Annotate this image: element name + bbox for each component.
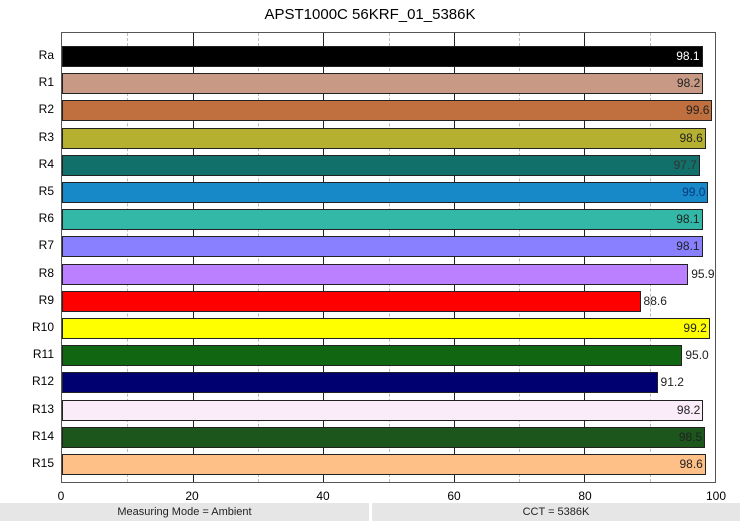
value-label: 98.2 bbox=[676, 76, 701, 91]
x-tick-label: 0 bbox=[57, 489, 65, 503]
value-label: 98.1 bbox=[676, 212, 700, 227]
chart-title: APST1000C 56KRF_01_5386K bbox=[264, 6, 476, 23]
y-label: R4 bbox=[38, 156, 54, 171]
cct-status: CCT = 5386K bbox=[372, 503, 740, 521]
y-label: R15 bbox=[31, 456, 54, 470]
y-label: R1 bbox=[38, 75, 54, 90]
bar-r4 bbox=[62, 154, 700, 176]
gridline bbox=[257, 33, 259, 482]
value-label: 98.1 bbox=[676, 49, 700, 63]
bar-r14 bbox=[62, 426, 706, 448]
y-label: R6 bbox=[38, 211, 54, 226]
gridline bbox=[192, 33, 194, 482]
value-label: 99.2 bbox=[683, 321, 707, 335]
value-label: 97.7 bbox=[673, 157, 697, 172]
bar-ra bbox=[62, 46, 703, 67]
gridline bbox=[649, 33, 651, 482]
x-tick-label: 20 bbox=[185, 489, 199, 503]
y-label: R8 bbox=[38, 265, 54, 280]
gridline bbox=[453, 33, 455, 482]
y-label: R2 bbox=[38, 102, 54, 117]
gridline bbox=[388, 33, 390, 482]
bar-r15 bbox=[62, 454, 706, 475]
value-label: 98.5 bbox=[678, 429, 703, 444]
y-label: R12 bbox=[31, 374, 54, 389]
x-tick-label: 100 bbox=[705, 489, 727, 503]
y-label: R7 bbox=[38, 238, 54, 253]
bar-r9 bbox=[62, 290, 641, 312]
plot-area: 98.1 98.2 99.6 98.6 97.7 99.0 98.1 98.1 95.9 88.6… bbox=[61, 32, 716, 483]
value-label: 98.6 bbox=[679, 130, 703, 145]
bar-r12 bbox=[62, 372, 658, 394]
y-label: R3 bbox=[38, 129, 54, 144]
gridline bbox=[127, 33, 129, 482]
x-tick-label: 60 bbox=[447, 489, 461, 503]
bar-r1 bbox=[62, 73, 704, 95]
value-label: 95.0 bbox=[685, 348, 709, 363]
y-label: R5 bbox=[38, 184, 54, 198]
y-label: R9 bbox=[38, 292, 54, 307]
bar-r6 bbox=[62, 209, 703, 231]
x-tick-label: 80 bbox=[578, 489, 592, 503]
bar-r10 bbox=[62, 318, 710, 339]
gridline bbox=[519, 33, 521, 482]
y-label: R11 bbox=[32, 347, 54, 362]
value-label: 98.6 bbox=[679, 457, 703, 471]
bar-r5 bbox=[62, 182, 709, 203]
value-label: 91.2 bbox=[660, 375, 684, 390]
bar-r11 bbox=[62, 345, 683, 367]
y-label: R14 bbox=[31, 428, 54, 443]
bar-r8 bbox=[62, 263, 689, 285]
value-label: 99.0 bbox=[682, 185, 706, 199]
value-label: 99.6 bbox=[686, 103, 710, 118]
value-label: 98.1 bbox=[676, 239, 700, 254]
gridline bbox=[323, 33, 325, 482]
x-tick-label: 40 bbox=[316, 489, 330, 503]
y-label: R10 bbox=[31, 320, 54, 334]
y-label: Ra bbox=[38, 48, 54, 62]
value-label: 88.6 bbox=[643, 293, 667, 308]
y-label: R13 bbox=[31, 401, 54, 416]
value-label: 98.2 bbox=[676, 402, 701, 417]
bar-r3 bbox=[62, 127, 706, 149]
gridline bbox=[584, 33, 586, 482]
measuring-mode-status: Measuring Mode = Ambient bbox=[0, 503, 369, 521]
bar-r7 bbox=[62, 236, 703, 258]
value-label: 95.9 bbox=[691, 266, 715, 281]
bar-r2 bbox=[62, 100, 713, 122]
bar-r13 bbox=[62, 399, 704, 421]
